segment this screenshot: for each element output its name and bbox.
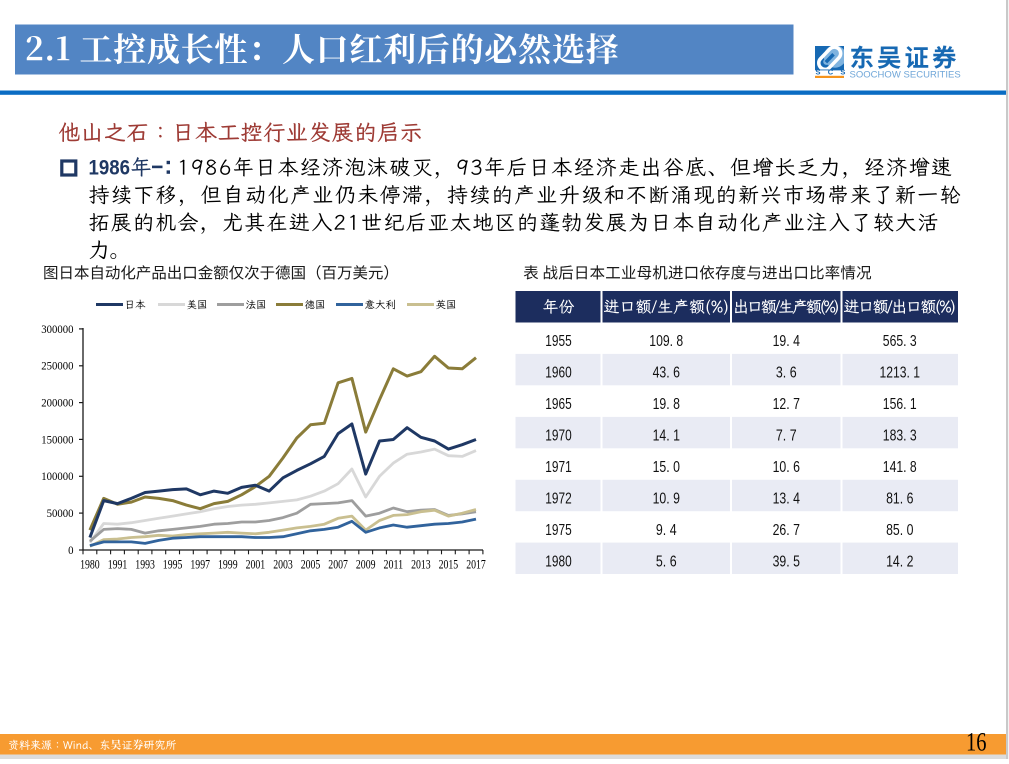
svg-text:100000: 100000 (41, 470, 73, 483)
svg-text:26. 7: 26. 7 (773, 522, 800, 539)
svg-text:7. 7: 7. 7 (776, 428, 797, 445)
svg-text:19. 4: 19. 4 (773, 333, 801, 350)
svg-text:10. 9: 10. 9 (653, 491, 680, 508)
svg-text:1991: 1991 (108, 557, 128, 571)
svg-text:13. 4: 13. 4 (773, 491, 801, 508)
svg-text:SCS: SCS (816, 67, 853, 76)
svg-text:109. 8: 109. 8 (649, 333, 683, 350)
svg-text:1999: 1999 (218, 557, 238, 571)
svg-text:14. 1: 14. 1 (653, 428, 680, 445)
svg-text:1997: 1997 (190, 557, 210, 571)
svg-text:565. 3: 565. 3 (883, 333, 917, 350)
svg-text:9. 4: 9. 4 (656, 522, 677, 539)
svg-text:2003: 2003 (273, 557, 293, 571)
svg-text:15. 0: 15. 0 (653, 459, 680, 476)
svg-text:141. 8: 141. 8 (883, 459, 917, 476)
svg-text:2015: 2015 (439, 557, 459, 571)
svg-text:1995: 1995 (163, 557, 183, 571)
svg-text:3. 6: 3. 6 (776, 365, 797, 382)
svg-text:1980: 1980 (80, 557, 100, 571)
svg-text:SOOCHOW SECURITIES: SOOCHOW SECURITIES (850, 69, 961, 80)
svg-text:16: 16 (966, 728, 987, 757)
svg-text:2017: 2017 (466, 557, 486, 571)
svg-text:300000: 300000 (41, 323, 73, 336)
svg-text:1970: 1970 (545, 428, 571, 445)
svg-text:2011: 2011 (384, 557, 404, 571)
svg-text:1980: 1980 (545, 553, 571, 570)
svg-text:19. 8: 19. 8 (653, 396, 680, 413)
svg-text:81. 6: 81. 6 (886, 491, 913, 508)
svg-text:39. 5: 39. 5 (773, 553, 800, 570)
svg-text:250000: 250000 (41, 360, 73, 373)
svg-text:1960: 1960 (545, 365, 571, 382)
svg-text:14. 2: 14. 2 (886, 553, 913, 570)
svg-text:2009: 2009 (356, 557, 376, 571)
svg-text:2001: 2001 (246, 557, 266, 571)
svg-text:0: 0 (68, 544, 74, 557)
svg-text:183. 3: 183. 3 (883, 428, 917, 445)
svg-text:200000: 200000 (41, 397, 73, 410)
svg-text:5. 6: 5. 6 (656, 553, 677, 570)
svg-text:1213. 1: 1213. 1 (880, 365, 921, 382)
svg-text:12. 7: 12. 7 (773, 396, 800, 413)
svg-text:2007: 2007 (328, 557, 348, 571)
svg-text:1955: 1955 (545, 333, 571, 350)
svg-text:1975: 1975 (545, 522, 571, 539)
svg-text:1972: 1972 (545, 491, 571, 508)
svg-text:2013: 2013 (411, 557, 431, 571)
svg-text:1971: 1971 (545, 459, 571, 476)
svg-text:2005: 2005 (301, 557, 321, 571)
svg-text:1993: 1993 (135, 557, 155, 571)
svg-text:10. 6: 10. 6 (773, 459, 800, 476)
svg-text:1965: 1965 (545, 396, 571, 413)
svg-text:156. 1: 156. 1 (883, 396, 917, 413)
svg-text:1986: 1986 (89, 157, 131, 180)
svg-text:85. 0: 85. 0 (886, 522, 913, 539)
svg-text:150000: 150000 (41, 433, 73, 446)
svg-text:43. 6: 43. 6 (653, 365, 680, 382)
svg-text:50000: 50000 (47, 507, 74, 520)
